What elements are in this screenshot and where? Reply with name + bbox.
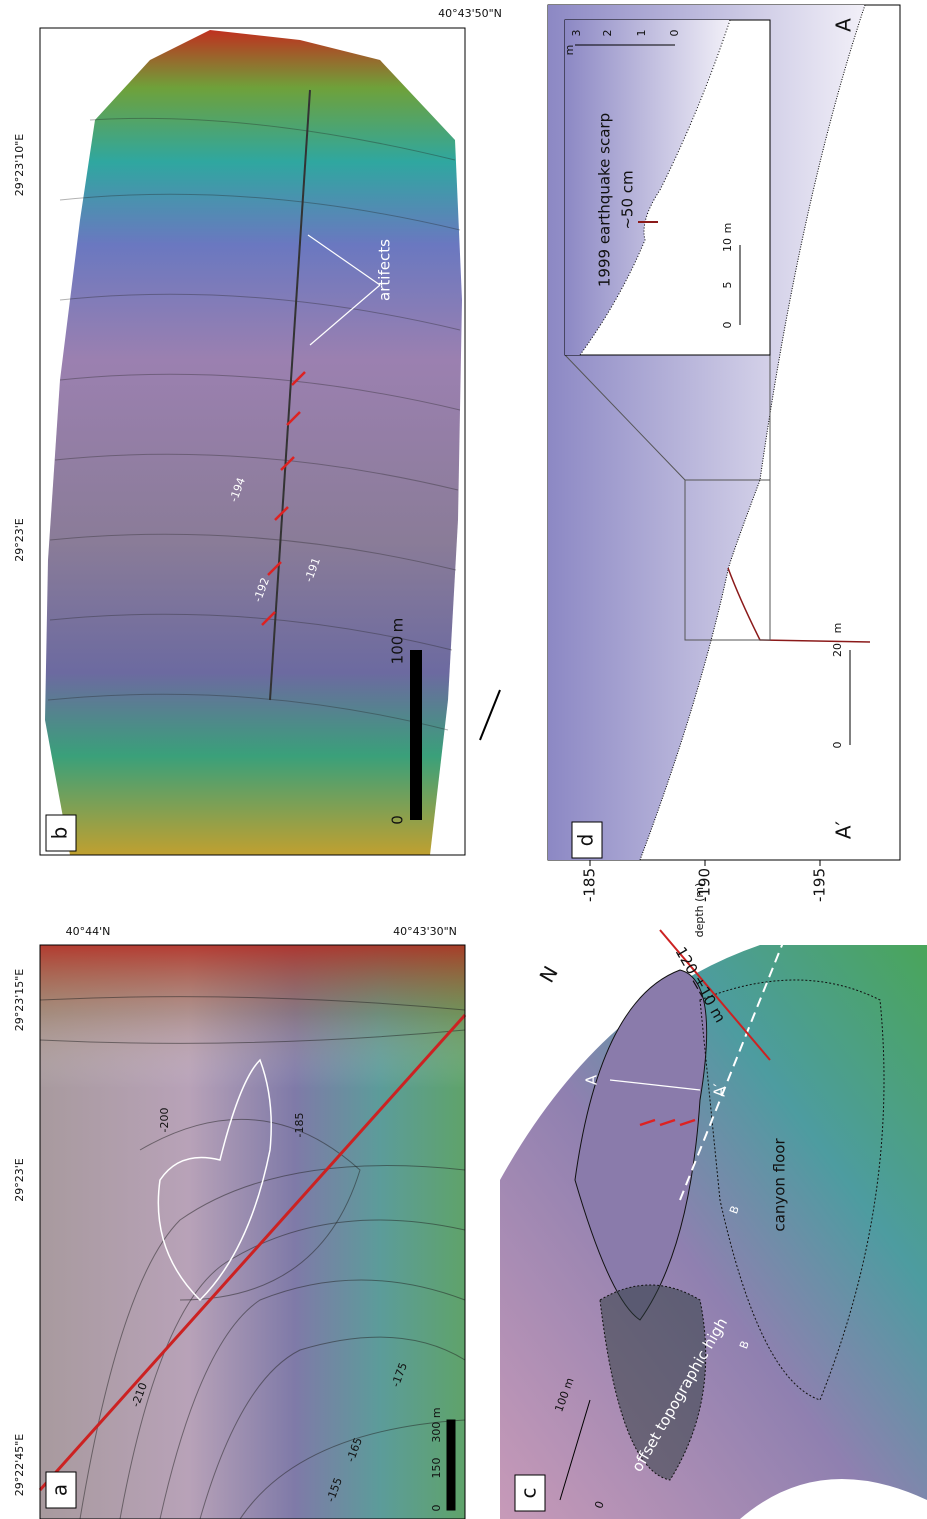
canyon: canyon floor [771, 1138, 789, 1232]
depth-ticks [590, 860, 820, 866]
inset-x-scale-n: m [721, 223, 734, 234]
latitude: 40°43'50"N [438, 7, 502, 20]
bathymetry-b [45, 30, 462, 855]
depth-ticks-n: -185 [581, 868, 599, 902]
inset-offset: ~50 cm [619, 170, 637, 229]
direction-mark [480, 690, 500, 740]
scale-n: m [831, 623, 844, 634]
inset-x-scale-n: 10 [721, 238, 734, 252]
inset-y-scale-n: m [563, 45, 576, 56]
bathymetry-a-shade [40, 945, 465, 1519]
axis-label: depth (m) [693, 883, 706, 938]
north: N [535, 962, 563, 987]
label: d [574, 834, 598, 847]
label: b [48, 827, 72, 840]
ends-n: A [832, 18, 856, 32]
label: a [48, 1484, 72, 1496]
scale-n: 0 [389, 815, 407, 825]
annotation: artifects [376, 239, 394, 301]
longitudes-n: 29°23'15"E [13, 969, 26, 1032]
longitudes-n: 29°23'E [13, 518, 26, 562]
inset-x-scale-n: 0 [721, 322, 734, 329]
ends-n: A′ [832, 820, 856, 839]
scale-n: 20 [831, 643, 844, 657]
latitudes-n: 40°43'30"N [393, 925, 457, 938]
longitudes-n: 29°23'10"E [13, 134, 26, 197]
profile-start: A [583, 1074, 601, 1085]
scale-n: 0 [831, 742, 844, 749]
label: c [517, 1488, 541, 1499]
depth-ticks-n: -195 [811, 868, 829, 902]
contours-n: -185 [293, 1113, 306, 1138]
scale-bar [410, 650, 422, 820]
scale-n: m [389, 618, 407, 633]
latitudes-n: 40°44'N [66, 925, 111, 938]
figure: b40°43'50"N29°23'10"E29°23'E-194-192-191… [0, 0, 927, 1519]
scale-bar [447, 1420, 455, 1510]
scale-n: 0 [430, 1505, 443, 1512]
profile-end: A′ [711, 1083, 729, 1097]
contours-n: -200 [158, 1108, 171, 1133]
inset-title: 1999 earthquake scarp [596, 113, 614, 287]
scale-n: 150 [430, 1458, 443, 1479]
inset-y-scale-n: 0 [668, 30, 681, 37]
longitudes-n: 29°22'45"E [13, 1434, 26, 1497]
scale-n: 100 [389, 636, 407, 665]
inset-y-scale-n: 2 [601, 30, 614, 37]
inset-y-scale-n: 3 [570, 30, 583, 37]
bathymetry-c [500, 945, 927, 1519]
longitudes-n: 29°23'E [13, 1158, 26, 1202]
inset-x-scale-n: 5 [721, 282, 734, 289]
scale-n: 300 m [430, 1407, 443, 1442]
inset-y-scale-n: 1 [635, 30, 648, 37]
